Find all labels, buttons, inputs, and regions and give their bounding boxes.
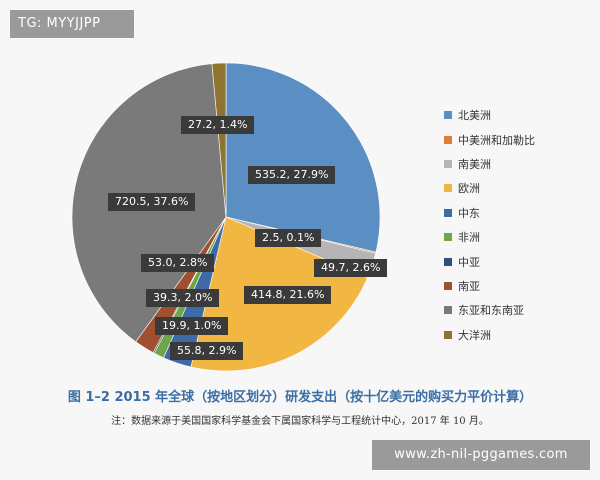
legend-label: 大洋洲 xyxy=(458,328,491,342)
legend-swatch xyxy=(444,208,452,217)
slice-label-8: 720.5, 37.6% xyxy=(108,193,196,211)
legend-label: 中东 xyxy=(458,206,480,220)
legend-swatch xyxy=(444,330,452,339)
url-watermark: www.zh-nil-pggames.com xyxy=(372,440,590,470)
legend: 北美洲中美洲和加勒比 南美洲欧洲中东非洲中亚南亚东亚和东南亚 大洋洲 xyxy=(444,103,594,347)
legend-item-2: 南美洲 xyxy=(444,152,594,176)
figure-note: 注：数据来源于美国国家科学基金会下属国家科学与工程统计中心，2017 年 10 … xyxy=(111,416,489,427)
tg-watermark: TG: MYYJJPP xyxy=(10,10,134,38)
legend-label: 中美洲和加勒比 xyxy=(458,133,535,147)
slice-label-2: 49.7, 2.6% xyxy=(314,259,388,277)
pie-slice-9 xyxy=(211,62,227,218)
legend-swatch xyxy=(444,306,452,315)
slice-label-4: 55.8, 2.9% xyxy=(170,342,244,360)
slice-label-7: 39.3, 2.0% xyxy=(146,289,220,307)
slice-label-6: 53.0, 2.8% xyxy=(141,254,215,272)
slice-label-1: 2.5, 0.1% xyxy=(255,229,322,247)
slice-label-0: 535.2, 27.9% xyxy=(248,166,336,184)
legend-item-6: 中亚 xyxy=(444,249,594,273)
slice-label-9: 27.2, 1.4% xyxy=(181,116,255,134)
legend-label: 南亚 xyxy=(458,279,480,293)
legend-swatch xyxy=(444,135,452,144)
legend-item-4: 中东 xyxy=(444,201,594,225)
legend-item-9: 大洋洲 xyxy=(444,323,594,347)
legend-swatch xyxy=(444,257,452,266)
legend-label: 欧洲 xyxy=(458,182,480,196)
legend-item-0: 北美洲 xyxy=(444,103,594,127)
legend-item-8: 东亚和东南亚 xyxy=(444,298,594,322)
legend-label: 南美洲 xyxy=(458,157,491,171)
legend-label: 中亚 xyxy=(458,255,480,269)
legend-label: 北美洲 xyxy=(458,109,491,123)
legend-label: 东亚和东南亚 xyxy=(458,304,524,318)
legend-swatch xyxy=(444,281,452,290)
figure-caption: 图 1–2 2015 年全球（按地区划分）研发支出（按十亿美元的购买力平价计算） xyxy=(67,390,533,405)
legend-item-7: 南亚 xyxy=(444,274,594,298)
pie-slice-0 xyxy=(225,62,381,253)
slice-label-3: 414.8, 21.6% xyxy=(244,286,332,304)
legend-swatch xyxy=(444,233,452,242)
legend-label: 非洲 xyxy=(458,231,480,245)
legend-swatch xyxy=(444,159,452,168)
slice-label-5: 19.9, 1.0% xyxy=(155,317,229,335)
legend-item-3: 欧洲 xyxy=(444,176,594,200)
legend-swatch xyxy=(444,184,452,193)
legend-item-1: 中美洲和加勒比 xyxy=(444,127,594,151)
legend-item-5: 非洲 xyxy=(444,225,594,249)
legend-swatch xyxy=(444,111,452,120)
